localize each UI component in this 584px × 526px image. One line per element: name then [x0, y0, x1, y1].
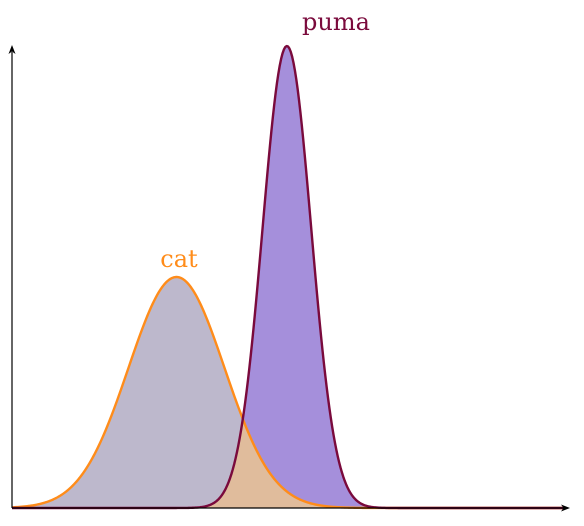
y-axis-arrowhead: [8, 45, 16, 54]
x-axis-arrowhead: [561, 504, 570, 512]
axes: [8, 45, 570, 512]
series-labels: cat puma: [160, 8, 370, 273]
series-areas: [12, 46, 564, 508]
cat-density-area: [12, 277, 564, 508]
series-label-puma: puma: [302, 8, 370, 36]
puma-density-area: [12, 46, 564, 508]
series-label-cat: cat: [160, 245, 198, 273]
